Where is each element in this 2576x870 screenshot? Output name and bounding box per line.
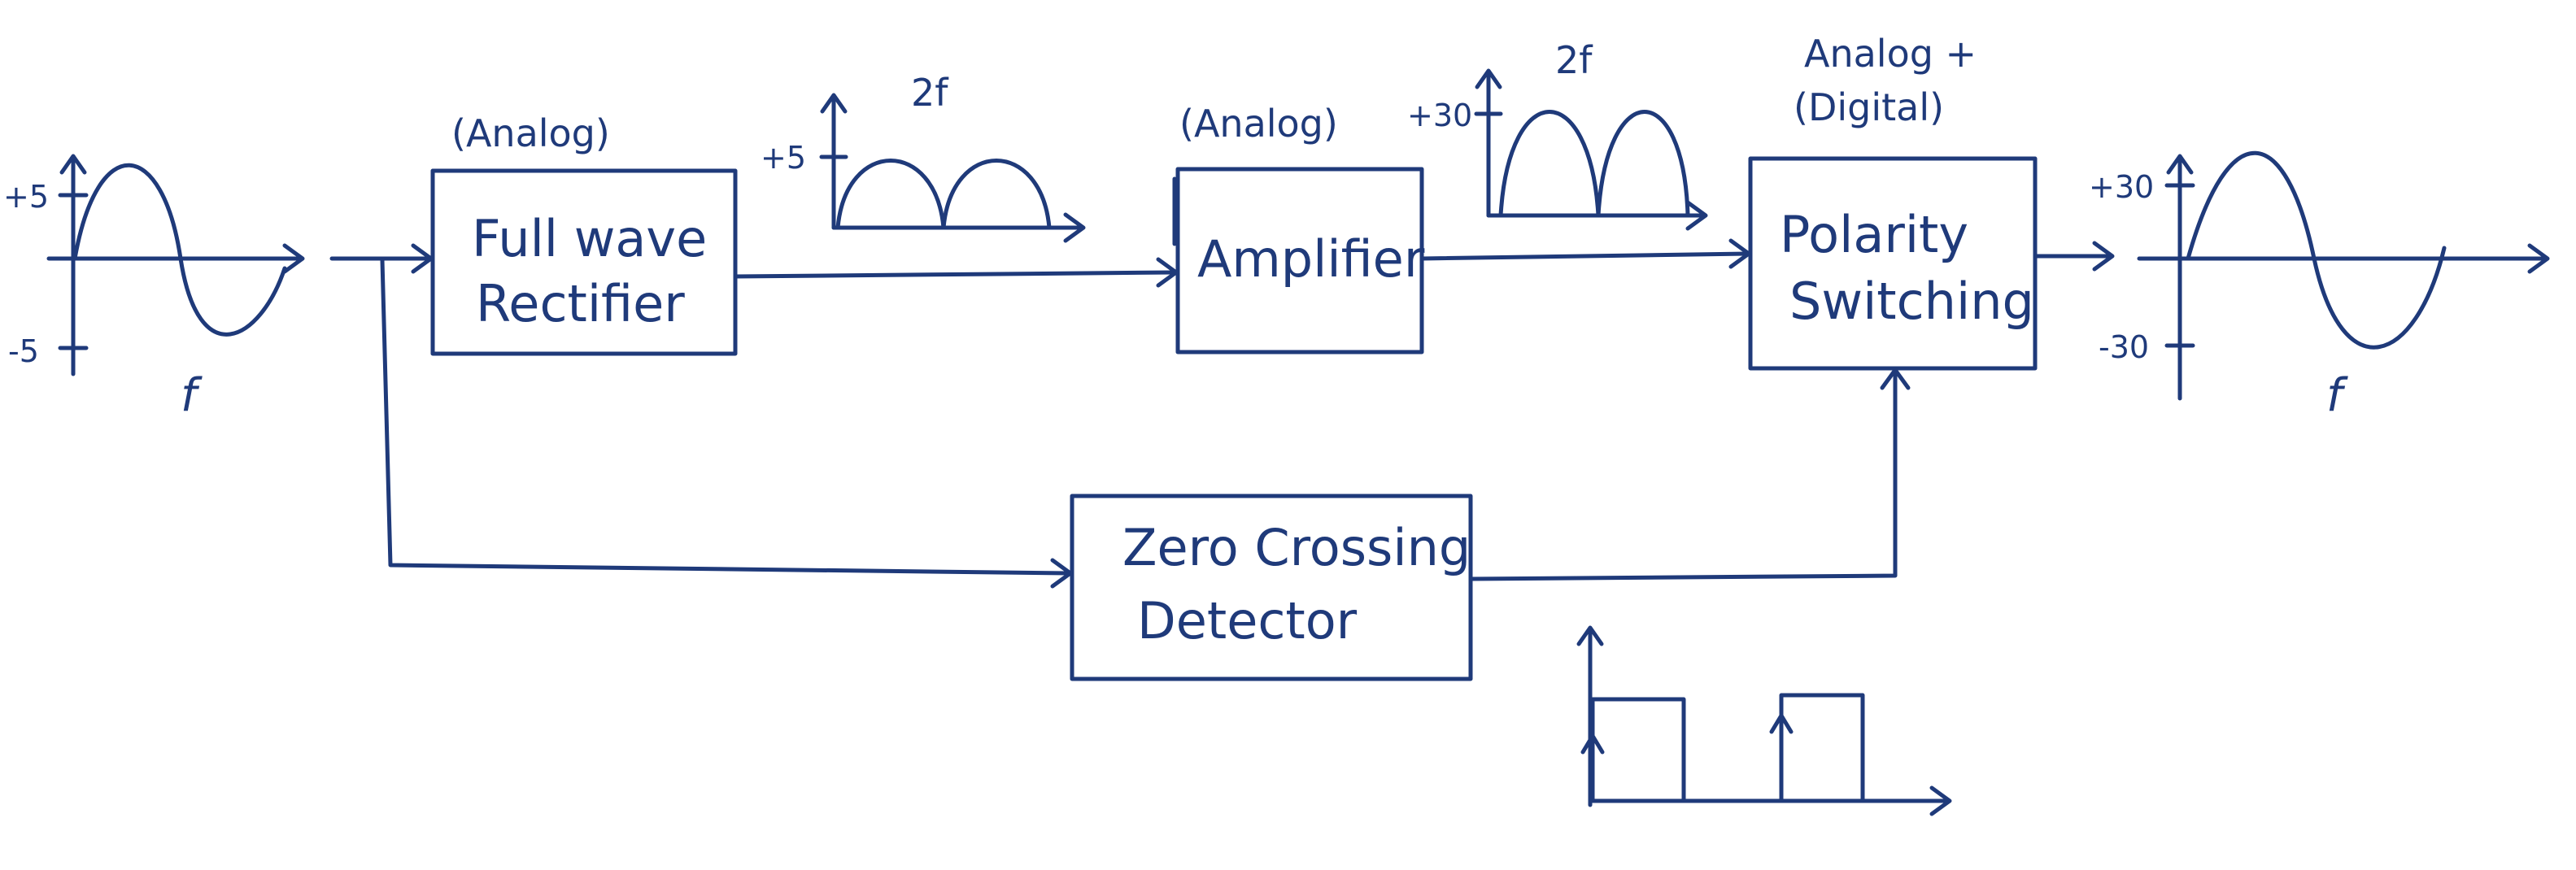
input-x-axis-arrow — [282, 243, 305, 274]
amplified-x-axis-arrow — [1685, 200, 1708, 231]
polarity-tag-line1: Analog + — [1804, 32, 1977, 76]
amplifier-label: Amplifier — [1197, 229, 1425, 289]
polarity-block: Polarity Switching Analog + (Digital) — [1748, 32, 2038, 371]
rectified-humps — [835, 159, 1052, 230]
pulse-rise-arrow-1 — [1580, 733, 1605, 755]
amplified-freq-label: 2f — [1555, 38, 1593, 82]
arrow-into-amplifier — [1156, 257, 1179, 288]
arrow-to-output — [2092, 241, 2115, 272]
output-waveform: +30 -30 f — [2089, 150, 2550, 422]
input-y-axis-arrow — [59, 154, 87, 175]
rectified-x-axis-arrow — [1063, 212, 1086, 243]
pulse-x-axis-arrow — [1929, 785, 1952, 816]
output-y-axis-arrow — [2166, 154, 2194, 175]
wire-amplifier-to-polarity — [1419, 251, 1750, 261]
output-pos-label: +30 — [2089, 169, 2154, 205]
input-sine-curve — [72, 163, 287, 337]
polarity-box — [1748, 156, 2038, 371]
rectified-waveform: +5 2f — [761, 71, 1086, 243]
rectifier-label-line1: Full wave — [472, 209, 707, 268]
amplified-humps — [1498, 110, 1690, 218]
switch-pulse-waveform — [1576, 625, 1952, 816]
pulse-rise-arrow-2 — [1769, 713, 1794, 734]
rectifier-block: Full wave Rectifier (Analog) — [430, 111, 738, 356]
zcd-box — [1070, 494, 1473, 681]
input-neg-label: -5 — [8, 333, 39, 369]
wire-branch-to-zcd — [380, 258, 1071, 576]
wire-zcd-to-polarity — [1468, 369, 1898, 581]
zcd-label-line1: Zero Crossing — [1122, 518, 1471, 577]
zcd-block: Zero Crossing Detector — [1070, 494, 1473, 681]
rectified-y-axis-arrow — [820, 93, 848, 114]
input-freq-label: f — [181, 369, 203, 422]
zcd-label-line2: Detector — [1137, 591, 1358, 650]
rectifier-tag: (Analog) — [451, 111, 610, 155]
amplified-y-axis-arrow — [1475, 68, 1502, 89]
amplified-pos-label: +30 — [1407, 98, 1472, 133]
arrow-into-zcd — [1050, 558, 1073, 589]
wire-rectifier-to-amplifier — [733, 270, 1177, 279]
input-waveform: +5 -5 f — [3, 154, 305, 422]
rectified-freq-label: 2f — [911, 71, 949, 115]
polarity-label-line1: Polarity — [1780, 205, 1968, 264]
connections — [329, 238, 2115, 589]
arrow-into-polarity — [1728, 238, 1751, 269]
rectifier-label-line2: Rectifier — [476, 274, 685, 333]
amplifier-block: Amplifier (Analog) — [1172, 102, 1425, 355]
amplified-waveform: +30 2f — [1407, 38, 1708, 231]
amplifier-tag: (Analog) — [1179, 102, 1338, 146]
input-pos-label: +5 — [3, 179, 49, 215]
output-freq-label: f — [2326, 369, 2348, 422]
arrow-into-rectifier — [411, 243, 434, 274]
pulse-train — [1590, 693, 1865, 803]
arrow-into-polarity-from-zcd — [1880, 368, 1911, 390]
output-sine-curve — [2186, 150, 2447, 350]
output-x-axis-arrow — [2527, 243, 2550, 274]
output-neg-label: -30 — [2099, 329, 2149, 365]
polarity-tag-line2: (Digital) — [1794, 85, 1944, 129]
rectified-pos-label: +5 — [761, 140, 806, 176]
polarity-label-line2: Switching — [1789, 272, 2034, 331]
rectifier-box — [430, 168, 738, 356]
pulse-y-axis-arrow — [1576, 625, 1604, 646]
